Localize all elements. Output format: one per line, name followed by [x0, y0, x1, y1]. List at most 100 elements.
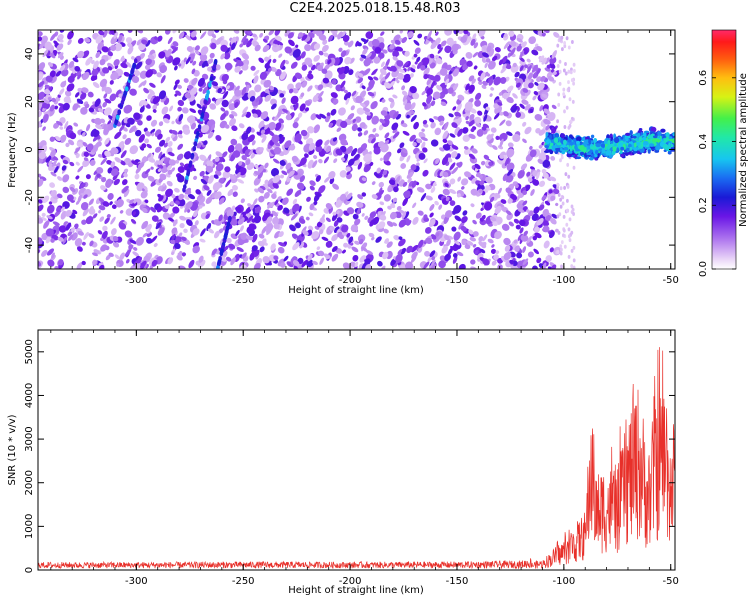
heatmap-cell: [235, 229, 240, 237]
heatmap-cell: [455, 117, 462, 126]
heatmap-streak-cell: [184, 179, 188, 185]
heatmap-cell: [342, 35, 350, 42]
heatmap-cell: [38, 199, 43, 204]
heatmap-cell: [295, 82, 302, 89]
heatmap-cell: [288, 88, 294, 94]
heatmap-cell: [466, 60, 473, 67]
heatmap-cell: [474, 249, 479, 255]
heatmap-cell: [257, 165, 264, 174]
heatmap-cell: [185, 201, 193, 209]
heatmap-cell: [346, 192, 353, 200]
heatmap-cell: [380, 143, 389, 153]
heatmap-streak-cell: [190, 154, 194, 160]
heatmap-cell: [483, 154, 490, 160]
heatmap-cell: [359, 57, 364, 62]
heatmap-cell: [482, 258, 490, 266]
heatmap-streak-cell: [217, 258, 222, 264]
heatmap-cell: [186, 190, 191, 195]
heatmap-cell: [278, 231, 284, 238]
heatmap-cell: [545, 124, 550, 131]
heatmap-signal-cell: [649, 143, 655, 147]
heatmap-cell: [506, 148, 515, 158]
heatmap-cell: [205, 213, 210, 219]
heatmap-cell: [465, 120, 471, 125]
heatmap-signal-cell: [589, 149, 593, 154]
heatmap-cell: [412, 202, 417, 209]
heatmap-cell: [516, 252, 523, 259]
heatmap-cell: [306, 196, 311, 202]
heatmap-cell: [74, 238, 83, 247]
heatmap-cell: [556, 64, 560, 68]
heatmap-cell: [308, 142, 315, 151]
heatmap-cell: [224, 62, 233, 71]
heatmap-cell: [205, 196, 213, 205]
heatmap-cell: [357, 147, 364, 154]
heatmap-cell: [354, 218, 361, 226]
heatmap-cell: [313, 193, 320, 202]
heatmap-cell: [118, 140, 125, 150]
heatmap-cell: [194, 220, 199, 226]
heatmap-cell: [281, 170, 288, 176]
heatmap-cell: [254, 212, 260, 221]
heatmap-cell: [422, 102, 427, 107]
heatmap-cell: [129, 88, 137, 96]
heatmap-cell: [502, 92, 508, 99]
heatmap-cell: [86, 143, 94, 152]
heatmap-cell: [526, 171, 531, 177]
heatmap-cell: [187, 115, 196, 124]
heatmap-cell: [450, 150, 458, 159]
heatmap-cell: [122, 127, 128, 132]
heatmap-cell: [453, 240, 461, 246]
heatmap-signal-cell: [655, 144, 661, 151]
heatmap-cell: [38, 151, 47, 160]
heatmap-cell: [479, 175, 483, 179]
heatmap-cell: [310, 113, 317, 121]
heatmap-cell: [397, 148, 402, 154]
heatmap-cell: [462, 134, 470, 142]
heatmap-cell: [175, 90, 182, 96]
heatmap-cell: [482, 80, 488, 86]
heatmap-cell: [174, 237, 181, 245]
heatmap-cell: [423, 67, 430, 77]
heatmap-cell: [386, 241, 393, 248]
heatmap-cell: [176, 153, 184, 161]
heatmap-cell: [84, 37, 91, 43]
heatmap-cell: [472, 51, 478, 58]
heatmap-cell: [213, 174, 219, 179]
heatmap-cell: [401, 120, 405, 125]
heatmap-cell: [480, 160, 486, 166]
heatmap-cell: [370, 101, 378, 110]
heatmap-cell: [417, 246, 423, 253]
heatmap-cell: [556, 250, 560, 255]
heatmap-cell: [558, 81, 562, 86]
heatmap-cell: [423, 158, 428, 164]
heatmap-cell: [225, 256, 232, 262]
heatmap-signal-cell: [555, 134, 559, 138]
heatmap-cell: [229, 173, 236, 180]
heatmap-cell: [40, 35, 48, 44]
heatmap-cell: [427, 30, 432, 40]
heatmap-cell: [245, 235, 253, 241]
heatmap-cell: [335, 199, 343, 208]
heatmap-cell: [410, 114, 417, 122]
heatmap-cell: [67, 231, 73, 237]
heatmap-cell: [458, 221, 465, 230]
heatmap-cell: [380, 265, 386, 269]
heatmap-cell: [251, 245, 258, 252]
heatmap-cell: [57, 193, 63, 199]
heatmap-cell: [102, 225, 108, 232]
heatmap-cell: [145, 69, 154, 78]
heatmap-cell: [171, 129, 178, 135]
heatmap-cell: [113, 178, 120, 186]
heatmap-cell: [519, 103, 525, 109]
heatmap-cell: [490, 127, 497, 133]
heatmap-signal-cell: [549, 142, 554, 147]
heatmap-cell: [531, 49, 539, 56]
heatmap-cell: [410, 164, 417, 171]
heatmap-signal-cell: [650, 141, 653, 144]
heatmap-cell: [97, 153, 103, 158]
heatmap-cell: [382, 169, 388, 176]
heatmap-cell: [292, 121, 299, 129]
spectrogram-xtick-label: -100: [552, 275, 575, 286]
heatmap-signal-cell: [614, 137, 620, 144]
